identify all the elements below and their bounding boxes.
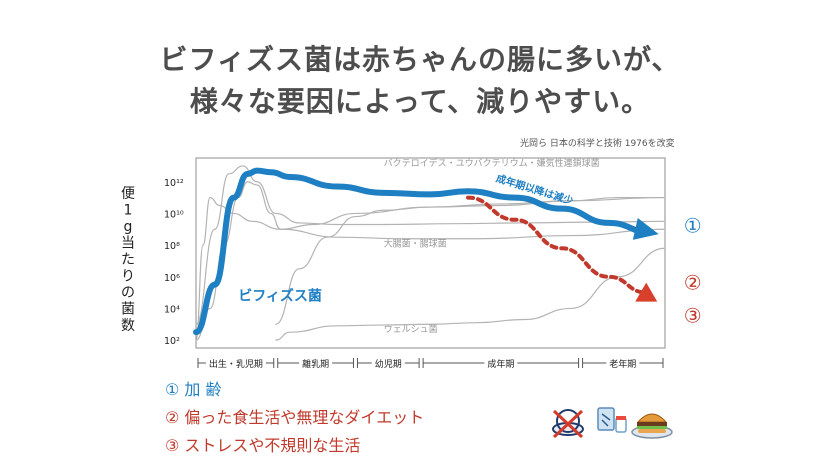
- marker-2: ②: [684, 270, 702, 294]
- marker-3: ③: [684, 304, 702, 328]
- decline-dashed-line: [466, 195, 649, 295]
- y-axis-label-char: g: [124, 219, 133, 235]
- y-axis-label-char: 当: [121, 236, 135, 252]
- bifidobacteria-line: [193, 167, 654, 336]
- plot-frame: [195, 157, 666, 349]
- y-tick-label: 10¹⁰: [164, 209, 184, 220]
- label-bacteroides: バクテロイデス・ユウバクテリウム・嫌気性連鎖球菌: [384, 157, 600, 169]
- period-label-bg: [299, 357, 333, 369]
- y-axis-label-char: 1: [124, 203, 133, 219]
- hamburger-icon: [631, 413, 673, 439]
- medicine-icon: [597, 407, 627, 433]
- y-tick-label: 10⁴: [164, 304, 180, 315]
- period-label-bg: [371, 357, 405, 369]
- y-axis-label-char: り: [121, 269, 135, 285]
- source-citation: 光岡ら 日本の科学と技術 1976を改変: [520, 139, 675, 149]
- legend-diet: ② 偏った食生活や無理なダイエット: [165, 408, 425, 427]
- y-axis-label-char: 数: [121, 318, 135, 334]
- y-axis-label-char: 菌: [121, 302, 135, 318]
- label-ecoli: 大腸菌・腸球菌: [384, 238, 447, 250]
- y-tick-label: 10¹²: [164, 178, 184, 189]
- legend-aging: ① 加 齢: [165, 380, 222, 399]
- period-label-bg: [205, 357, 266, 369]
- y-tick-label: 10²: [164, 336, 180, 347]
- period-label: 成年期: [487, 358, 514, 370]
- label-welchii: ウェルシュ菌: [384, 323, 438, 335]
- y-axis-label-char: た: [121, 252, 135, 268]
- y-axis-label-char: の: [121, 285, 135, 301]
- period-label: 離乳期: [302, 358, 329, 370]
- y-axis-label-char: 便: [121, 186, 135, 202]
- no-diet-icon: [552, 409, 584, 439]
- bifidobacteria-arrowhead: [632, 217, 659, 240]
- period-label-bg: [484, 357, 518, 369]
- decline-triangle-marker: [635, 282, 658, 302]
- bacteria-line: [275, 196, 666, 325]
- bacteria-line: [195, 196, 666, 341]
- title-line-2: 様々な要因によって、減りやすい。: [189, 85, 651, 118]
- period-label: 出生・乳児期: [209, 358, 263, 370]
- label-bifidobacteria: ビフィズス菌: [238, 288, 322, 305]
- title-line-1: ビフィズス菌は赤ちゃんの腸に多いが、: [159, 43, 681, 76]
- marker-1: ①: [684, 213, 702, 237]
- period-label: 老年期: [609, 358, 636, 370]
- period-label: 幼児期: [375, 358, 402, 370]
- legend-stress: ③ ストレスや不規則な生活: [165, 436, 361, 455]
- y-tick-label: 10⁶: [164, 273, 180, 284]
- period-label-bg: [606, 357, 640, 369]
- y-tick-label: 10⁸: [164, 241, 180, 252]
- bacteria-line: [275, 247, 666, 341]
